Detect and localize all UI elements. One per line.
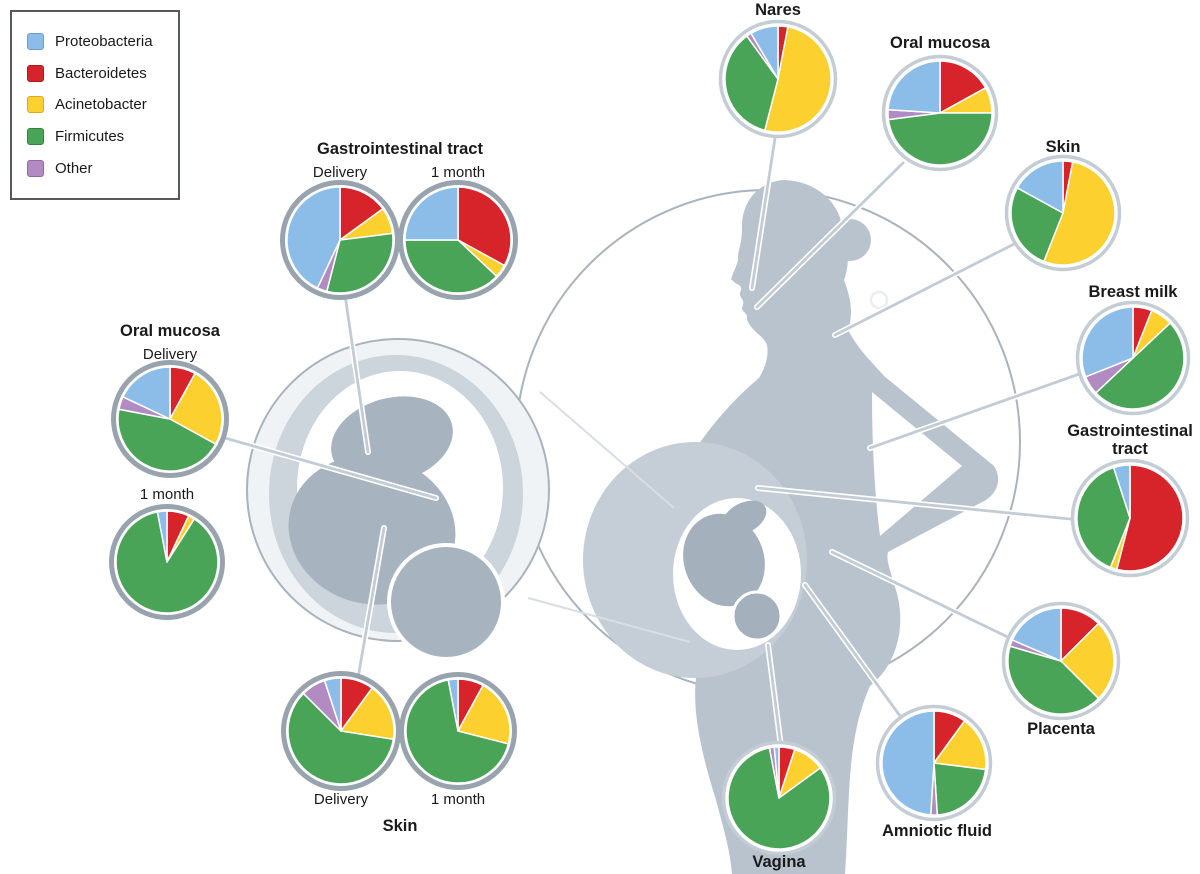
- oral-infant-title: Oral mucosa: [120, 322, 220, 340]
- pie-slice-firmicutes: [326, 232, 394, 294]
- pie-slice-bacteroidetes: [1116, 464, 1184, 572]
- legend-item-acinetobacter: Acinetobacter: [27, 96, 178, 114]
- skin-mother-pie: [1004, 154, 1122, 272]
- pie-slice-bacteroidetes: [939, 60, 987, 114]
- gi-delivery-label: Delivery: [312, 164, 368, 181]
- bacteroidetes-swatch: [27, 64, 44, 82]
- fetus-in-womb: [683, 500, 783, 642]
- pie-slice-acinetobacter: [1043, 161, 1116, 266]
- skin-1month-pie: [399, 672, 517, 790]
- pie-slice-firmicutes: [724, 35, 779, 132]
- pie-slice-proteobacteria: [156, 510, 168, 563]
- pie-slice-acinetobacter: [1060, 622, 1115, 700]
- nares-title: Nares: [755, 1, 801, 19]
- pie-slice-proteobacteria: [323, 677, 342, 732]
- gi-infant-title: Gastrointestinal tract: [317, 140, 483, 158]
- legend-item-other: Other: [27, 160, 178, 178]
- placenta-title: Placenta: [1027, 720, 1095, 738]
- pie-slice-firmicutes: [287, 692, 395, 785]
- pie-slice-proteobacteria: [122, 366, 171, 420]
- pie-slice-bacteroidetes: [339, 186, 384, 241]
- pie-slice-acinetobacter: [764, 26, 832, 133]
- pie-slice-firmicutes: [887, 112, 993, 166]
- legend-label: Firmicutes: [55, 128, 125, 146]
- oral-mucosa-mother-pie: [881, 54, 999, 172]
- zoom-cone-lines: [527, 391, 691, 643]
- pie-slice-firmicutes: [1007, 645, 1100, 715]
- pie-slice-acinetobacter: [933, 720, 987, 771]
- pie-slice-firmicutes: [1076, 466, 1131, 569]
- breast-milk-pie: [1075, 300, 1191, 416]
- skin-infant-title: Skin: [382, 817, 418, 835]
- gi-1month-pie: [398, 180, 518, 300]
- pie-slice-proteobacteria: [404, 186, 459, 241]
- oral-mother-title: Oral mucosa: [890, 34, 990, 52]
- infant-circle: [246, 338, 550, 661]
- acinetobacter-swatch: [27, 96, 44, 114]
- legend-item-firmicutes: Firmicutes: [27, 128, 178, 146]
- legend-label: Bacteroidetes: [55, 64, 147, 82]
- skin-delivery-label: Delivery: [313, 791, 369, 808]
- pie-slice-firmicutes: [405, 679, 510, 784]
- pie-slice-proteobacteria: [1081, 306, 1134, 378]
- vagina-pie: [721, 740, 837, 856]
- gi-mother-title: Gastrointestinal tract: [1067, 422, 1193, 459]
- amniotic-title: Amniotic fluid: [882, 822, 992, 840]
- pie-slice-proteobacteria: [1011, 607, 1062, 662]
- pie-slice-firmicutes: [404, 239, 498, 294]
- pie-slice-firmicutes: [117, 408, 217, 472]
- pie-slice-proteobacteria: [750, 25, 779, 80]
- pie-slice-firmicutes: [933, 762, 987, 816]
- pie-slice-firmicutes: [1095, 322, 1185, 410]
- breast-milk-title: Breast milk: [1088, 283, 1178, 301]
- proteobacteria-swatch: [27, 32, 44, 50]
- legend-label: Acinetobacter: [55, 96, 147, 114]
- legend-item-proteobacteria: Proteobacteria: [27, 32, 178, 50]
- legend-label: Other: [55, 160, 93, 178]
- pie-slice-proteobacteria: [1016, 160, 1064, 214]
- pie-slice-acinetobacter: [340, 687, 395, 741]
- legend-label: Proteobacteria: [55, 32, 153, 50]
- pie-slice-proteobacteria: [773, 746, 780, 799]
- nares-pie: [718, 19, 838, 139]
- skin-delivery-pie: [281, 671, 401, 791]
- pie-slice-proteobacteria: [1112, 464, 1131, 519]
- gi-tract-mother-pie: [1070, 458, 1190, 578]
- amniotic-fluid-pie: [875, 704, 993, 822]
- vagina-title: Vagina: [752, 853, 806, 871]
- pie-slice-bacteroidetes: [457, 186, 512, 267]
- legend-item-bacteroidetes: Bacteroidetes: [27, 64, 178, 82]
- firmicutes-swatch: [27, 128, 44, 146]
- pie-slice-proteobacteria: [881, 710, 935, 816]
- oral-1month-pie: [109, 504, 225, 620]
- pie-slice-proteobacteria: [887, 60, 941, 114]
- legend: Proteobacteria Bacteroidetes Acinetobact…: [10, 10, 180, 200]
- skin-mother-title: Skin: [1045, 138, 1081, 156]
- gi-1month-label: 1 month: [430, 164, 486, 181]
- pie-slice-proteobacteria: [447, 678, 459, 732]
- gi-delivery-pie: [280, 180, 400, 300]
- pie-slice-acinetobacter: [457, 684, 511, 745]
- oral-delivery-label: Delivery: [142, 346, 198, 363]
- oral-1month-label: 1 month: [139, 486, 195, 503]
- mother-silhouette: [583, 180, 999, 874]
- pie-slice-proteobacteria: [286, 186, 341, 289]
- pie-slice-acinetobacter: [169, 372, 223, 445]
- skin-1month-label: 1 month: [430, 791, 486, 808]
- leader-lines: [222, 135, 1088, 750]
- other-swatch: [27, 160, 44, 178]
- oral-delivery-pie: [111, 360, 229, 478]
- placenta-pie: [1001, 601, 1121, 721]
